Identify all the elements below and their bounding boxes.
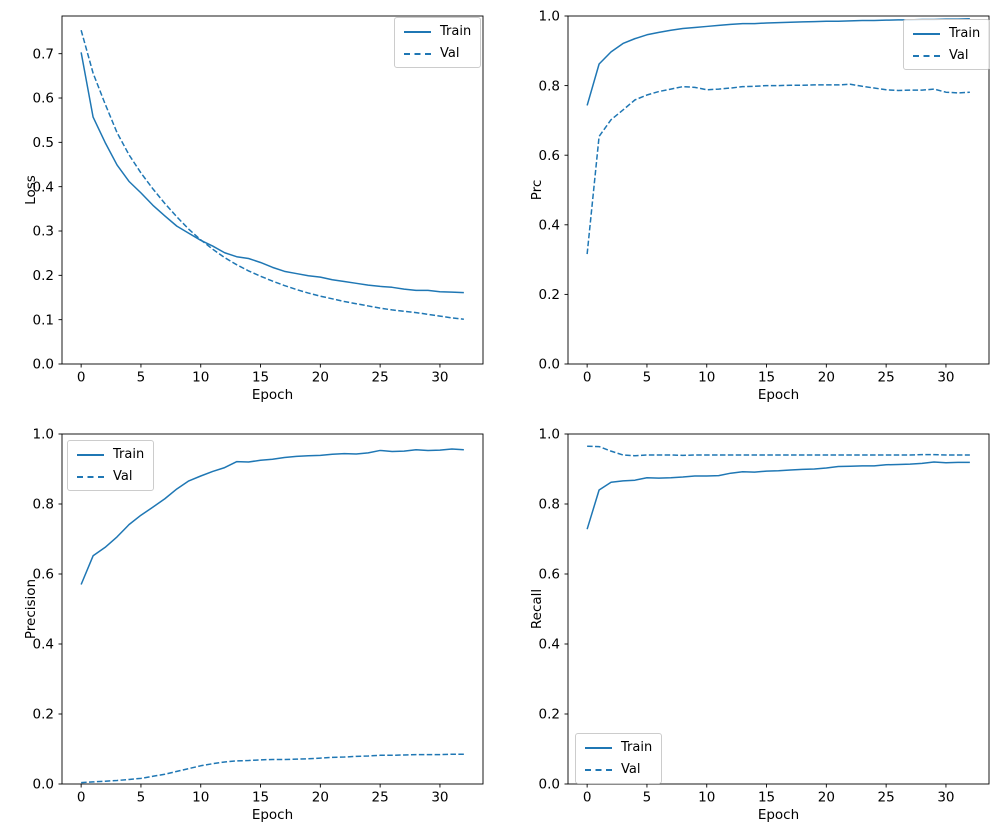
train-line-swatch xyxy=(404,30,431,33)
svg-text:0.0: 0.0 xyxy=(33,777,54,793)
svg-text:25: 25 xyxy=(372,790,389,806)
svg-text:15: 15 xyxy=(252,370,269,386)
svg-text:15: 15 xyxy=(252,790,269,806)
precision-legend: Train Val xyxy=(67,440,155,491)
svg-text:0.0: 0.0 xyxy=(539,357,560,373)
prc-legend: Train Val xyxy=(903,19,991,70)
svg-text:5: 5 xyxy=(643,790,652,806)
svg-text:25: 25 xyxy=(372,370,389,386)
legend-label-train: Train xyxy=(440,24,472,39)
legend-item-val: Val xyxy=(585,761,652,778)
legend-label-train: Train xyxy=(621,740,653,755)
svg-text:30: 30 xyxy=(431,370,448,386)
val-line-swatch xyxy=(913,54,940,57)
legend-item-train: Train xyxy=(77,446,144,463)
svg-text:0.4: 0.4 xyxy=(33,179,54,195)
loss-y-axis-label: Loss xyxy=(23,175,39,205)
svg-text:10: 10 xyxy=(698,790,715,806)
legend-item-val: Val xyxy=(913,47,980,64)
legend-item-train: Train xyxy=(404,23,471,40)
loss-chart: 0 5 10 15 20 25 30 0.0 0.1 0.2 0.3 0.4 0.5 0.6 0.7 Los… xyxy=(0,0,500,419)
svg-text:10: 10 xyxy=(698,370,715,386)
svg-text:0.4: 0.4 xyxy=(539,218,560,234)
recall-y-axis-label: Recall xyxy=(529,588,545,630)
legend-item-train: Train xyxy=(585,739,652,756)
svg-text:0.8: 0.8 xyxy=(539,78,560,94)
svg-text:30: 30 xyxy=(937,790,954,806)
svg-text:10: 10 xyxy=(192,790,209,806)
svg-text:0.0: 0.0 xyxy=(33,357,54,373)
svg-text:0: 0 xyxy=(583,790,592,806)
recall-legend: Train Val xyxy=(575,733,663,784)
svg-text:0: 0 xyxy=(583,370,592,386)
svg-text:0.3: 0.3 xyxy=(33,224,54,240)
svg-text:0.4: 0.4 xyxy=(539,637,560,653)
svg-text:20: 20 xyxy=(312,370,329,386)
svg-text:0.7: 0.7 xyxy=(33,46,54,62)
svg-text:5: 5 xyxy=(137,790,146,806)
svg-text:0.2: 0.2 xyxy=(33,268,54,284)
svg-text:0.2: 0.2 xyxy=(33,707,54,723)
svg-text:0.8: 0.8 xyxy=(539,497,560,513)
loss-plot: 0 5 10 15 20 25 30 0.0 0.1 0.2 0.3 0.4 0.5 0.6 0.7 xyxy=(33,15,484,386)
val-line-swatch xyxy=(585,768,612,771)
svg-text:0.6: 0.6 xyxy=(539,148,560,164)
svg-text:0.6: 0.6 xyxy=(539,567,560,583)
svg-text:20: 20 xyxy=(818,790,835,806)
svg-text:0: 0 xyxy=(77,370,86,386)
loss-x-axis-label: Epoch xyxy=(251,387,294,403)
svg-text:10: 10 xyxy=(192,370,209,386)
svg-text:0.8: 0.8 xyxy=(33,497,54,513)
svg-text:0: 0 xyxy=(77,790,86,806)
legend-label-train: Train xyxy=(113,447,145,462)
svg-text:0.2: 0.2 xyxy=(539,287,560,303)
svg-text:0.1: 0.1 xyxy=(33,312,54,328)
legend-item-train: Train xyxy=(913,25,980,42)
prc-plot: 0 5 10 15 20 25 30 0.0 0.2 0.4 0.6 0.8 1.0 xyxy=(539,9,990,386)
svg-text:0.5: 0.5 xyxy=(33,135,54,151)
svg-text:20: 20 xyxy=(312,790,329,806)
loss-legend: Train Val xyxy=(394,17,482,68)
svg-text:5: 5 xyxy=(643,370,652,386)
svg-text:1.0: 1.0 xyxy=(539,427,560,443)
prc-chart: 0 5 10 15 20 25 30 0.0 0.2 0.4 0.6 0.8 1.0 Prc Epoch… xyxy=(501,0,1001,419)
svg-text:25: 25 xyxy=(878,790,895,806)
recall-x-axis-label: Epoch xyxy=(757,807,800,823)
legend-item-val: Val xyxy=(77,468,144,485)
svg-text:30: 30 xyxy=(431,790,448,806)
legend-label-val: Val xyxy=(949,48,969,63)
val-line-swatch xyxy=(77,475,104,478)
svg-text:15: 15 xyxy=(758,790,775,806)
precision-x-axis-label: Epoch xyxy=(251,807,294,823)
prc-y-axis-label: Prc xyxy=(529,179,545,201)
svg-text:0.0: 0.0 xyxy=(539,777,560,793)
svg-text:15: 15 xyxy=(758,370,775,386)
svg-text:20: 20 xyxy=(818,370,835,386)
train-line-swatch xyxy=(77,453,104,456)
legend-label-val: Val xyxy=(621,762,641,777)
recall-chart: 0 5 10 15 20 25 30 0.0 0.2 0.4 0.6 0.8 1.0 Recall Ep… xyxy=(501,419,1001,838)
svg-text:30: 30 xyxy=(937,370,954,386)
svg-text:0.6: 0.6 xyxy=(33,567,54,583)
prc-x-axis-label: Epoch xyxy=(757,387,800,403)
svg-text:25: 25 xyxy=(878,370,895,386)
svg-text:0.2: 0.2 xyxy=(539,707,560,723)
train-line-swatch xyxy=(913,32,940,35)
svg-text:1.0: 1.0 xyxy=(33,427,54,443)
legend-label-val: Val xyxy=(440,46,460,61)
train-line-swatch xyxy=(585,746,612,749)
legend-item-val: Val xyxy=(404,45,471,62)
val-line-swatch xyxy=(404,52,431,55)
recall-plot: 0 5 10 15 20 25 30 0.0 0.2 0.4 0.6 0.8 1.0 xyxy=(539,427,990,806)
legend-label-val: Val xyxy=(113,469,133,484)
precision-plot: 0 5 10 15 20 25 30 0.0 0.2 0.4 0.6 0.8 1.0 xyxy=(33,427,484,806)
svg-text:0.6: 0.6 xyxy=(33,91,54,107)
svg-text:0.4: 0.4 xyxy=(33,637,54,653)
legend-label-train: Train xyxy=(949,26,981,41)
svg-text:5: 5 xyxy=(137,370,146,386)
svg-text:1.0: 1.0 xyxy=(539,9,560,25)
precision-y-axis-label: Precision xyxy=(23,578,39,640)
precision-chart: 0 5 10 15 20 25 30 0.0 0.2 0.4 0.6 0.8 1.0 Precision… xyxy=(0,419,500,838)
